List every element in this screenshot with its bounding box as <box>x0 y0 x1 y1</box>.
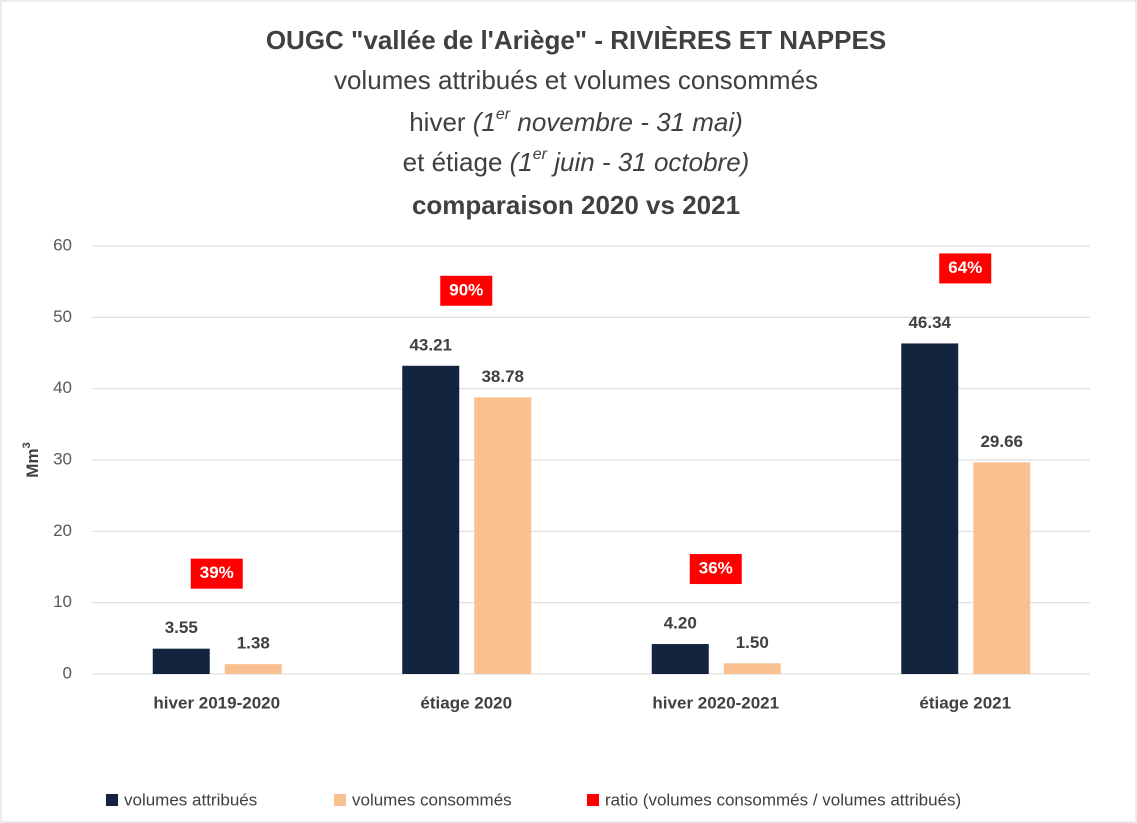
chart-title: OUGC "vallée de l'Ariège" - RIVIÈRES ET … <box>266 25 886 55</box>
ratio-label-box <box>939 253 992 284</box>
bar <box>651 644 709 674</box>
ratio-label-box <box>689 554 742 585</box>
bar <box>474 397 532 674</box>
x-tick-label: hiver 2019-2020 <box>153 693 280 712</box>
bar <box>973 462 1031 674</box>
chart-subtitle: volumes attribués et volumes consommés <box>334 65 818 95</box>
bar <box>224 664 282 674</box>
bar <box>901 343 959 674</box>
legend-swatch <box>334 794 346 806</box>
ratio-label-box <box>440 275 493 306</box>
legend-label: volumes consommés <box>352 790 512 809</box>
data-label: 43.21 <box>409 335 452 354</box>
chart-subtitle: et étiage (1er juin - 31 octobre) <box>403 146 750 177</box>
x-tick-label: étiage 2020 <box>420 693 512 712</box>
chart-subtitle: comparaison 2020 vs 2021 <box>412 190 740 220</box>
ratio-label: 90% <box>449 280 483 299</box>
y-tick-label: 10 <box>53 592 72 611</box>
chart-subtitle: hiver (1er novembre - 31 mai) <box>409 106 743 137</box>
ratio-label: 36% <box>699 559 733 578</box>
ratio-label-box <box>190 558 243 589</box>
y-tick-label: 0 <box>63 663 72 682</box>
bar <box>152 648 210 674</box>
data-label: 4.20 <box>664 614 697 633</box>
data-label: 38.78 <box>481 367 524 386</box>
bar <box>723 663 781 674</box>
data-label: 1.50 <box>736 633 769 652</box>
y-tick-label: 60 <box>53 235 72 254</box>
ratio-label: 39% <box>200 563 234 582</box>
y-tick-label: 30 <box>53 449 72 468</box>
y-tick-label: 20 <box>53 521 72 540</box>
y-axis-label: Mm3 <box>21 442 43 477</box>
ratio-label: 64% <box>948 258 982 277</box>
legend-label: volumes attribués <box>124 790 257 809</box>
bar <box>402 365 460 674</box>
y-tick-label: 40 <box>53 378 72 397</box>
data-label: 46.34 <box>908 313 951 332</box>
legend-swatch <box>587 794 599 806</box>
x-tick-label: hiver 2020-2021 <box>652 693 779 712</box>
data-label: 3.55 <box>165 618 198 637</box>
x-tick-label: étiage 2021 <box>919 693 1011 712</box>
y-tick-label: 50 <box>53 307 72 326</box>
data-label: 29.66 <box>980 432 1023 451</box>
legend-swatch <box>106 794 118 806</box>
data-label: 1.38 <box>237 634 270 653</box>
legend-label: ratio (volumes consommés / volumes attri… <box>605 790 961 809</box>
